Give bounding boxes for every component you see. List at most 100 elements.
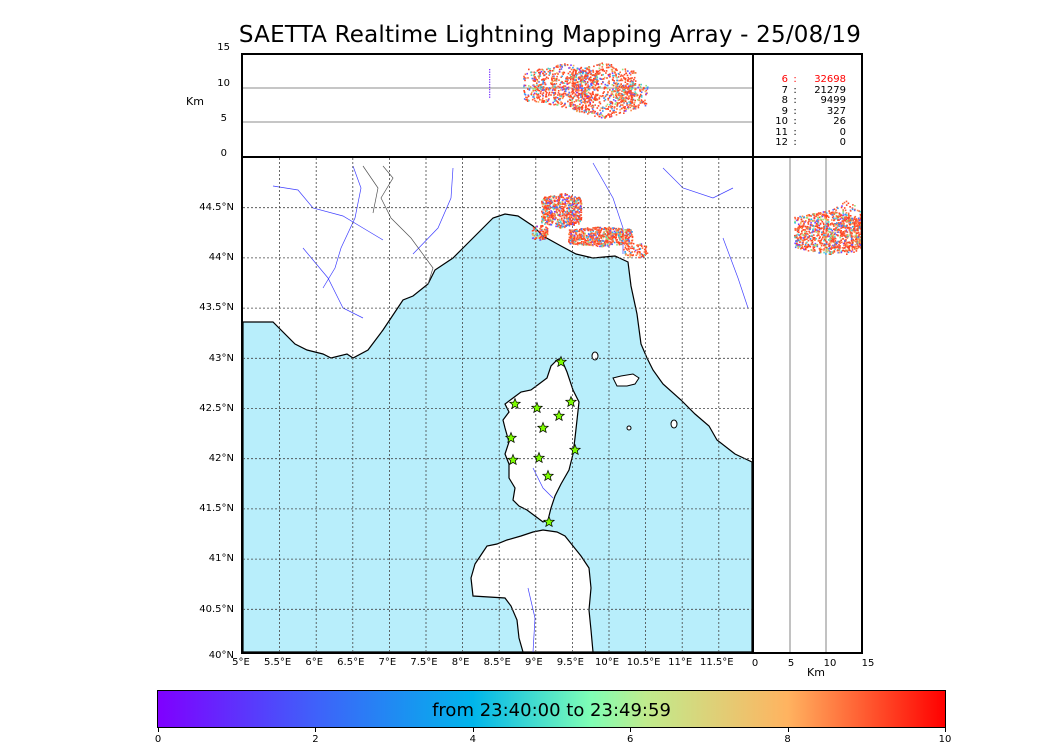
lightning-source-dot (574, 104, 576, 106)
lightning-source-dot (626, 93, 628, 95)
lightning-source-dot (536, 84, 538, 86)
lightning-source-dot (564, 206, 566, 208)
lightning-source-dot (624, 81, 627, 83)
lightning-source-dot (826, 215, 829, 217)
lightning-source-dot (618, 235, 620, 237)
lightning-source-dot (556, 72, 558, 74)
lightning-source-dot (552, 80, 554, 83)
lightning-source-dot (555, 217, 557, 219)
lightning-source-dot (836, 249, 839, 252)
lightning-source-dot (569, 99, 572, 102)
lightning-source-dot (848, 217, 850, 219)
lightning-source-dot (565, 200, 568, 202)
lightning-source-dot (598, 241, 600, 243)
lightning-source-dot (548, 73, 551, 75)
lightning-source-dot (800, 244, 802, 246)
lightning-source-dot (616, 69, 618, 72)
lightning-source-dot (606, 241, 609, 243)
lightning-source-dot (612, 238, 614, 241)
lightning-source-dot (633, 95, 636, 97)
lightning-source-dot (586, 243, 588, 245)
lightning-source-dot (630, 85, 632, 87)
lightning-source-dot (857, 217, 860, 220)
lightning-source-dot (614, 237, 617, 240)
lightning-source-dot (632, 80, 634, 83)
colorbar-tick-mark (158, 728, 159, 732)
lightning-source-dot (596, 245, 599, 247)
lightning-source-dot (590, 243, 593, 246)
lightning-source-dot (629, 74, 632, 76)
lightning-source-dot (542, 81, 544, 84)
lightning-source-dot (606, 87, 609, 90)
lightning-source-dot (840, 225, 843, 227)
lightning-source-dot (836, 211, 838, 214)
lightning-source-dot (567, 88, 570, 91)
lightning-source-dot (839, 242, 842, 244)
lightning-source-dot (546, 203, 549, 205)
lightning-source-dot (592, 230, 595, 232)
lightning-source-dot (630, 253, 633, 256)
station-count-sep: : (793, 74, 797, 85)
lightning-source-dot (825, 253, 827, 255)
lightning-source-dot (830, 213, 832, 215)
lightning-source-dot (798, 227, 800, 229)
lightning-source-dot (802, 223, 805, 226)
lightning-source-dot (614, 90, 616, 93)
lightning-source-dot (552, 69, 555, 72)
lightning-source-dot (839, 231, 842, 234)
lightning-source-dot (571, 101, 573, 104)
lightning-source-dot (567, 200, 569, 203)
lightning-source-dot (828, 252, 831, 254)
lightning-source-dot (586, 239, 589, 242)
lightning-source-dot (844, 213, 847, 216)
lightning-source-dot (545, 76, 548, 79)
lightning-source-dot (826, 241, 828, 243)
lightning-source-dot (576, 236, 579, 238)
lightning-source-dot (639, 256, 642, 259)
country-borders (362, 165, 434, 285)
lightning-source-dot (569, 242, 572, 245)
lightning-source-dot (859, 236, 861, 239)
lightning-source-dot (554, 103, 557, 106)
lightning-source-dot (527, 77, 529, 79)
lightning-source-dot (556, 75, 558, 78)
lightning-source-dot (842, 231, 844, 233)
lightning-source-dot (607, 235, 610, 238)
lightning-source-dot (824, 246, 827, 248)
lightning-source-dot (616, 244, 618, 246)
lightning-source-dot (551, 77, 553, 79)
lightning-source-dot (594, 77, 596, 80)
lightning-source-dot (551, 211, 553, 213)
lightning-source-dot (843, 247, 845, 249)
lightning-source-dot (575, 76, 578, 79)
lightning-source-dot (573, 208, 575, 210)
lightning-source-dot (622, 86, 624, 88)
lightning-source-dot (563, 85, 565, 87)
lightning-source-dot (822, 236, 824, 238)
lightning-source-dot (611, 87, 614, 89)
lightning-source-dot (819, 251, 822, 253)
lightning-source-dot (803, 222, 805, 225)
lightning-source-dot (593, 243, 596, 245)
longitude-tick: 6.5°E (337, 657, 365, 668)
lightning-source-dot (620, 75, 622, 78)
lightning-source-dot (568, 82, 571, 84)
lightning-source-dot (847, 217, 849, 219)
lightning-source-dot (554, 78, 556, 81)
lightning-source-dot (603, 91, 605, 93)
lightning-source-dot (796, 228, 798, 230)
lightning-source-dot (814, 239, 816, 241)
lightning-source-dot (613, 80, 615, 82)
lightning-source-dot (619, 96, 622, 99)
lightning-source-dot (642, 87, 645, 90)
lightning-source-dot (847, 214, 850, 216)
latitude-tick: 41.5°N (199, 503, 234, 515)
lightning-source-dot (609, 240, 611, 243)
lightning-source-dot (584, 238, 586, 241)
lightning-source-dot (585, 89, 587, 92)
lightning-source-dot (540, 228, 542, 231)
lightning-source-dot (587, 88, 590, 91)
lightning-source-dot (605, 108, 607, 110)
lightning-source-dot (829, 247, 832, 249)
lightning-source-dot (837, 240, 839, 243)
